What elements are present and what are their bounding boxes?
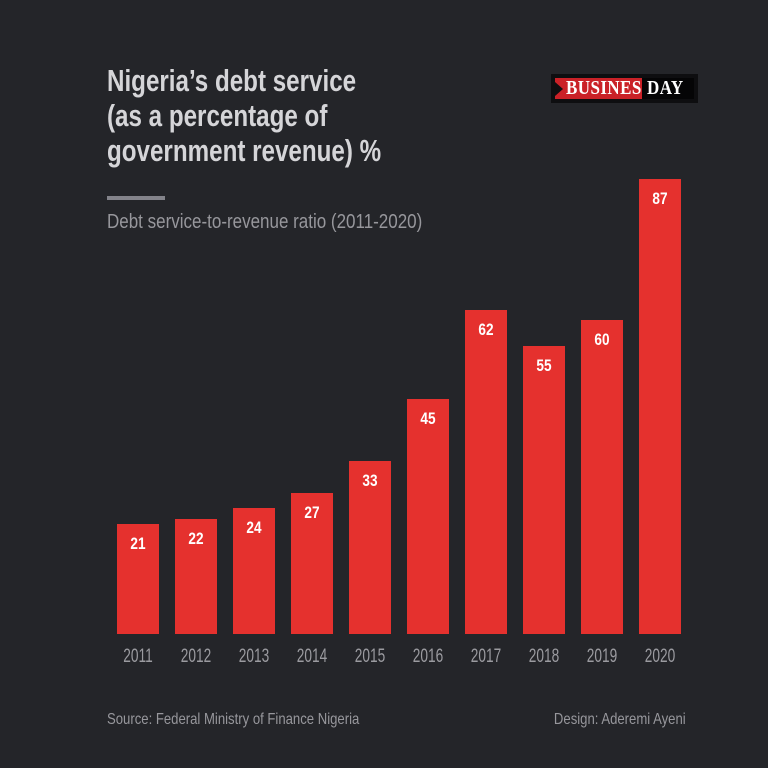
- bar-value-label: 45: [420, 409, 436, 428]
- bar-value-label: 55: [536, 356, 552, 375]
- bar-2013: 24 2013: [233, 508, 275, 667]
- logo-arrow-icon: [555, 81, 563, 96]
- page-title-line-3: government revenue) %: [107, 133, 382, 168]
- logo-business-segment: BUSINESS: [555, 78, 642, 99]
- bar-value-label: 24: [246, 518, 262, 537]
- chart-subtitle: Debt service-to-revenue ratio (2011-2020…: [107, 211, 423, 233]
- page-title-line-2: (as a percentage of: [107, 98, 328, 133]
- bar-2014: 27 2014: [291, 493, 333, 667]
- bar-value-label: 33: [362, 471, 378, 490]
- design-credit: Design: Aderemi Ayeni: [554, 711, 686, 728]
- x-axis-label: 2016: [412, 646, 444, 667]
- bar-chart: 21 2011 22 2012 24 2013 27 2014 33 2015 45 2016 62 20…: [117, 179, 681, 667]
- x-axis-label: 2013: [238, 646, 270, 667]
- bar-2018: 55 2018: [523, 346, 565, 667]
- bar-value-label: 21: [130, 534, 146, 553]
- bar-2017: 62 2017: [465, 310, 507, 667]
- bar-value-label: 87: [652, 189, 668, 208]
- bar-2019: 60 2019: [581, 320, 623, 667]
- source-credit: Source: Federal Ministry of Finance Nige…: [107, 711, 360, 728]
- title-divider: [107, 196, 165, 200]
- logo-business-label: BUSINESS: [566, 78, 642, 99]
- x-axis-label: 2012: [180, 646, 212, 667]
- x-axis-label: 2018: [528, 646, 560, 667]
- bar-2016: 45 2016: [407, 399, 449, 667]
- x-axis-label: 2011: [123, 646, 153, 667]
- x-axis-label: 2014: [296, 646, 328, 667]
- page-title: Nigeria’s debt service (as a percentage …: [107, 63, 381, 168]
- bar-value-label: 27: [304, 503, 320, 522]
- bar-2020: 87 2020: [639, 179, 681, 667]
- bar-value-label: 60: [594, 330, 610, 349]
- logo-day-label: DAY: [647, 77, 684, 99]
- x-axis-label: 2015: [354, 646, 386, 667]
- x-axis-label: 2017: [470, 646, 502, 667]
- page-title-line-1: Nigeria’s debt service: [107, 63, 357, 98]
- bar-2012: 22 2012: [175, 519, 217, 667]
- bar-value-label: 22: [188, 529, 204, 548]
- x-axis-label: 2020: [644, 646, 676, 667]
- businessday-logo: BUSINESS DAY: [551, 74, 698, 103]
- logo-day-segment: DAY: [642, 77, 694, 99]
- bar-value-label: 62: [478, 320, 494, 339]
- bar-2011: 21 2011: [117, 524, 159, 667]
- bar-2015: 33 2015: [349, 461, 391, 667]
- x-axis-label: 2019: [586, 646, 618, 667]
